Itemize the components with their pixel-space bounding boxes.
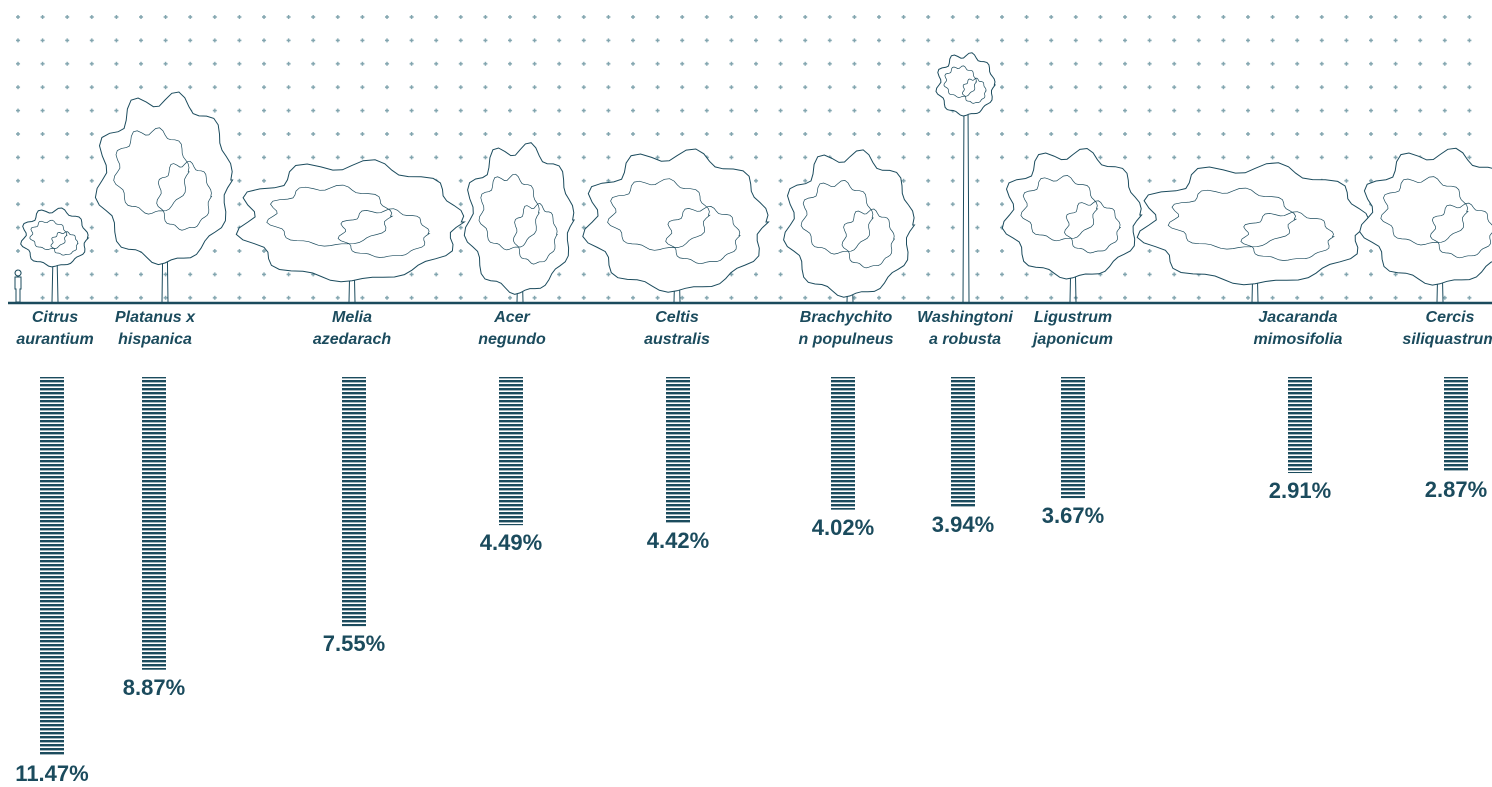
value-label: 8.87% (122, 674, 186, 700)
canopy-detail (607, 178, 711, 251)
bar (666, 377, 690, 523)
canopy (1001, 147, 1143, 280)
category-label: Citrus aurantium (16, 309, 94, 348)
canopy-detail (156, 160, 213, 231)
canopy-detail (512, 203, 558, 265)
canopy-detail (1240, 211, 1335, 261)
tree (582, 148, 770, 303)
canopy-detail (50, 231, 79, 256)
canopy-detail (29, 219, 68, 250)
canopy (783, 149, 916, 298)
canopy-detail (800, 180, 874, 255)
canopy-detail (1430, 202, 1492, 259)
canopy (582, 148, 770, 293)
canopy-detail (1167, 187, 1298, 250)
canopy-detail (1064, 200, 1122, 254)
trunk (962, 102, 970, 303)
value-label: 3.94% (931, 512, 995, 538)
tree-illustrations (14, 52, 1492, 303)
bar (951, 377, 975, 508)
person (14, 269, 22, 303)
canopy-detail (841, 208, 896, 269)
value-label: 3.67% (1041, 503, 1105, 529)
category-label: Jacaranda mimosifolia (1253, 309, 1343, 348)
tree (235, 159, 466, 303)
value-label: 11.47% (15, 760, 89, 786)
value-label: 4.02% (811, 514, 875, 540)
tree (94, 91, 234, 303)
bar (831, 377, 855, 510)
bar (499, 377, 523, 526)
canopy (94, 91, 234, 266)
tree (1136, 162, 1372, 303)
category-label: Acer negundo (478, 309, 546, 348)
bar (142, 377, 166, 670)
category-label: Cercis siliquastrum (1402, 309, 1492, 348)
canopy-detail (943, 65, 978, 98)
value-label: 7.55% (322, 631, 386, 657)
tree (20, 207, 90, 303)
canopy-detail (113, 127, 190, 215)
bar (1288, 377, 1312, 474)
canopy-detail (266, 184, 394, 247)
category-label: Platanus x hispanica (114, 309, 196, 348)
category-label: Ligustrum japonicum (1032, 309, 1113, 348)
canopy-detail (962, 77, 987, 104)
category-label: Melia azedarach (312, 309, 392, 348)
tree (1359, 147, 1492, 303)
canopy-detail (337, 208, 431, 258)
canopy-detail (1380, 176, 1469, 246)
bar (1061, 377, 1085, 499)
bar (40, 377, 64, 756)
category-label: Brachychiton populneus (798, 309, 894, 348)
bar (1444, 377, 1468, 472)
tree (1001, 147, 1143, 303)
canopy (1359, 147, 1492, 286)
bar (342, 377, 366, 627)
value-label: 2.91% (1268, 478, 1332, 504)
canopy (235, 159, 466, 283)
tree (783, 149, 916, 303)
category-label: Washingtonia robusta (917, 309, 1013, 348)
canopy-detail (478, 173, 540, 251)
tree (935, 52, 997, 303)
value-label: 2.87% (1424, 476, 1488, 502)
canopy-detail (665, 206, 741, 265)
tree (463, 142, 575, 303)
canopy (463, 142, 575, 295)
value-label: 4.42% (646, 527, 710, 553)
value-label: 4.49% (479, 530, 543, 556)
canopy-detail (1020, 175, 1099, 242)
canopy (1136, 162, 1372, 286)
category-label: Celtis australis (644, 309, 710, 348)
